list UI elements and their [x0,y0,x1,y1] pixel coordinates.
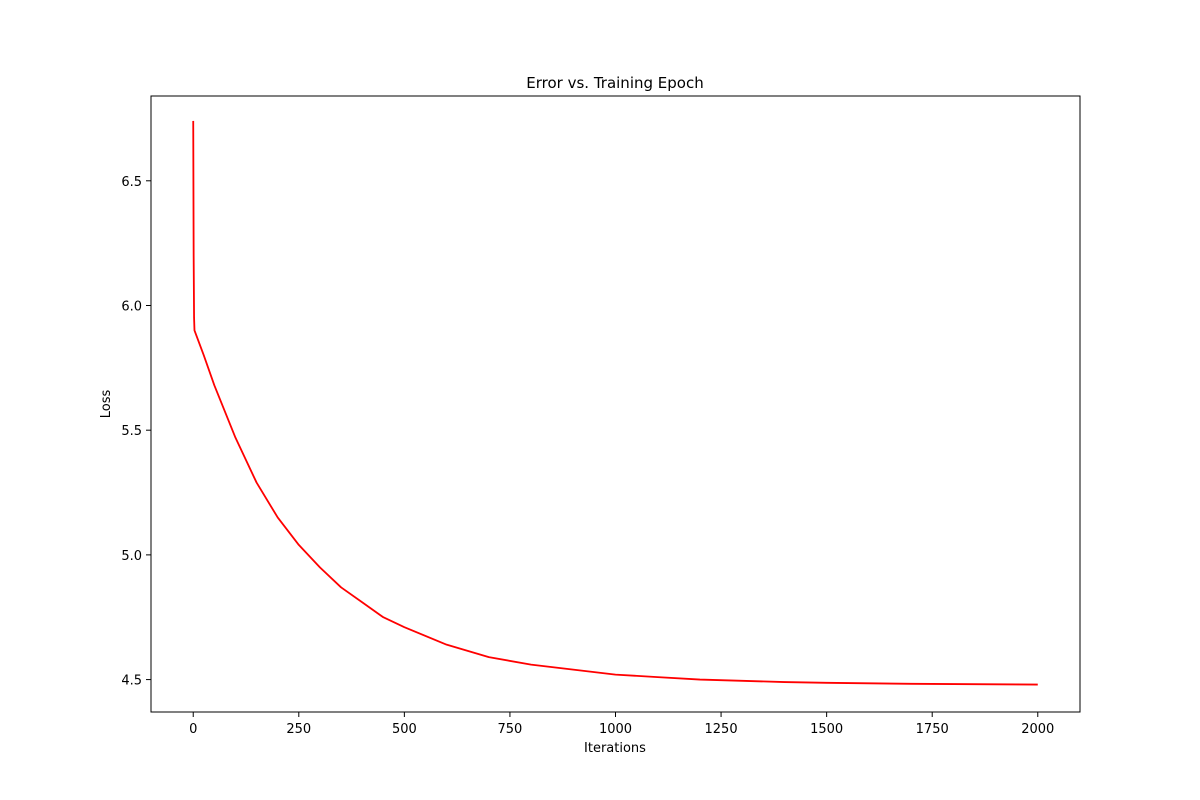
x-tick-label: 2000 [1021,722,1054,737]
x-tick-label: 1750 [916,722,949,737]
y-tick-label: 6.5 [121,175,142,190]
series-layer [192,120,1038,686]
x-axis: 0 250 500 750 1000 1250 1500 1750 2000 [189,712,1054,737]
y-tick-label: 6.0 [121,299,142,314]
x-tick-label: 1500 [810,722,843,737]
x-tick-label: 500 [392,722,417,737]
x-tick-label: 0 [189,722,197,737]
y-axis-label: Loss [99,390,114,419]
x-tick-label: 1000 [599,722,632,737]
x-tick-label: 1250 [705,722,738,737]
y-tick-label: 4.5 [121,674,142,689]
x-axis-label: Iterations [584,741,646,756]
y-axis: 4.5 5.0 5.5 6.0 6.5 [121,175,151,689]
y-tick-label: 5.5 [121,424,142,439]
x-tick-label: 750 [498,722,523,737]
loss-series-line [192,120,1038,686]
x-tick-label: 250 [286,722,311,737]
chart-title: Error vs. Training Epoch [526,74,703,92]
y-tick-label: 5.0 [121,549,142,564]
